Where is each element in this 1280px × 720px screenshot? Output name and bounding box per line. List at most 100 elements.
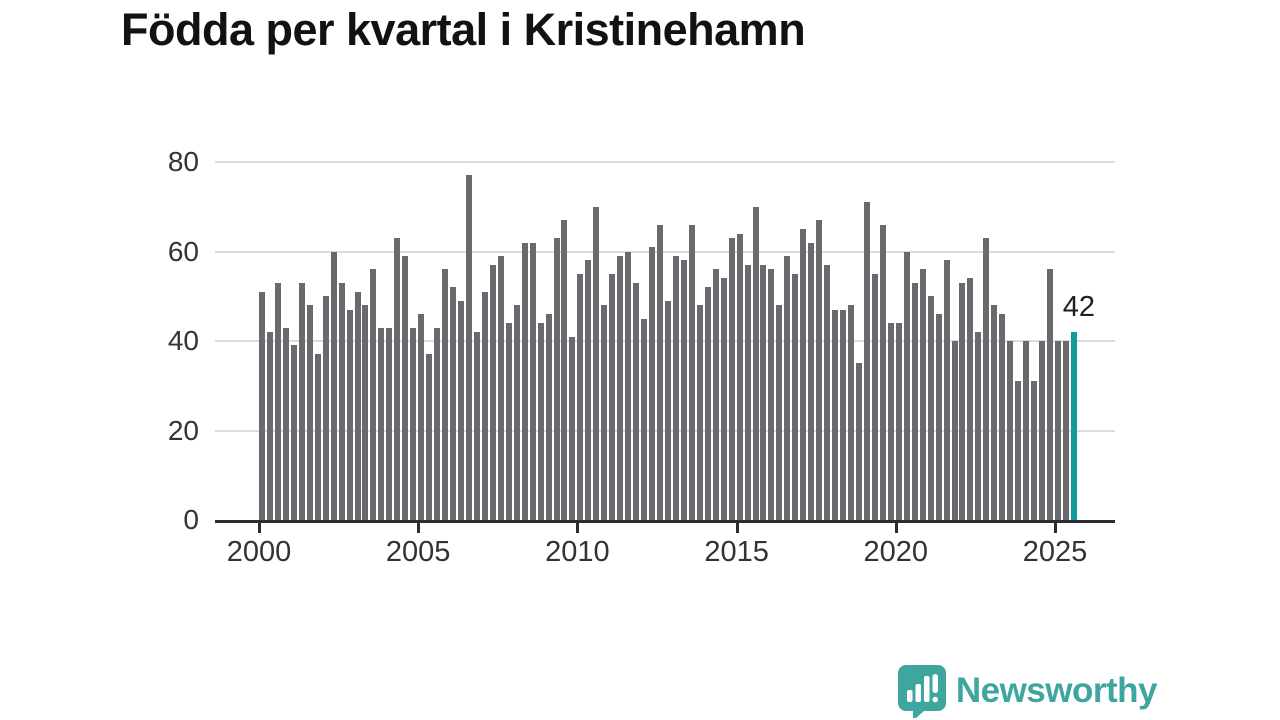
bar [593,206,600,520]
bar [840,309,847,520]
bar [672,255,679,520]
bar [832,309,839,520]
bar [744,264,751,520]
bar [266,332,273,520]
bar [680,260,687,520]
bar [481,291,488,520]
bar [863,202,870,520]
bar [505,323,512,520]
bar [386,327,393,520]
bar [1047,269,1054,520]
bar [378,327,385,520]
bar [967,278,974,520]
bar [991,305,998,520]
x-axis-tick [576,523,580,533]
y-axis-tick-label: 20 [167,414,199,446]
bar [736,233,743,520]
bar [911,282,918,520]
gridline [215,250,1115,253]
gridline [215,161,1115,163]
bar [617,255,624,520]
bar [497,255,504,520]
bar [1031,381,1038,520]
bar [760,264,767,520]
bar [346,309,353,520]
bar [458,300,464,520]
x-axis-tick-label: 2000 [226,536,292,568]
bar [362,305,369,520]
bar [521,242,528,520]
bar [426,354,433,520]
bar [442,269,449,520]
x-axis-tick [258,523,261,533]
bar [322,296,329,520]
bar [338,282,345,520]
bar [895,323,902,520]
bar [465,175,472,520]
bar [577,273,584,520]
bar [402,255,409,520]
y-axis-tick-label: 60 [167,235,199,267]
x-axis-tick-label: 2010 [545,536,610,568]
bar [975,332,982,520]
bar [537,323,544,520]
x-axis-tick-label: 2025 [1022,536,1088,568]
last-value-label: 42 [1062,291,1096,324]
bar [330,251,337,520]
newsworthy-wordmark: Newsworthy [955,671,1158,710]
bar [298,282,305,520]
x-axis-line [215,520,1115,523]
bar [664,300,671,520]
bar [871,273,878,520]
bar [657,224,663,520]
bar [704,287,711,520]
bar [887,323,894,520]
bar [450,287,457,520]
bar [800,229,807,520]
bar [641,318,648,520]
bar [259,291,265,520]
bar [609,273,616,520]
x-axis-tick-label: 2020 [863,536,929,568]
x-axis-tick [1054,523,1057,533]
highlighted-bar [1070,332,1077,520]
bar [856,363,862,520]
x-axis-tick [894,523,898,533]
bar [959,282,966,520]
bar [585,260,592,520]
bar [903,251,910,520]
bar [919,269,926,520]
bar [529,242,536,520]
x-axis-tick [735,523,739,533]
bar [553,238,560,520]
bar [879,224,886,520]
bar [983,238,990,520]
newsworthy-brand: Newsworthy [897,664,1158,718]
bar [314,354,321,520]
bar [784,255,791,520]
bar [434,327,441,520]
x-axis-tick-label: 2015 [704,536,769,568]
bar [1015,381,1022,520]
bar [816,220,823,520]
bar [728,238,735,520]
newsworthy-logo-icon [897,665,946,718]
bar [688,224,695,520]
bar [1062,341,1069,520]
bar [776,305,783,520]
bar [927,296,934,520]
bar [513,305,520,520]
bar [489,264,496,520]
bar [720,278,727,520]
bar [394,238,401,520]
x-axis-tick [417,523,421,533]
y-axis-tick-label: 40 [167,325,199,356]
bar [696,305,703,520]
bar [1039,341,1046,520]
bar [625,251,632,520]
y-axis-tick-label: 80 [167,146,199,177]
bar [999,314,1006,520]
bar [633,282,640,520]
bar [792,273,799,520]
bar [808,242,815,520]
